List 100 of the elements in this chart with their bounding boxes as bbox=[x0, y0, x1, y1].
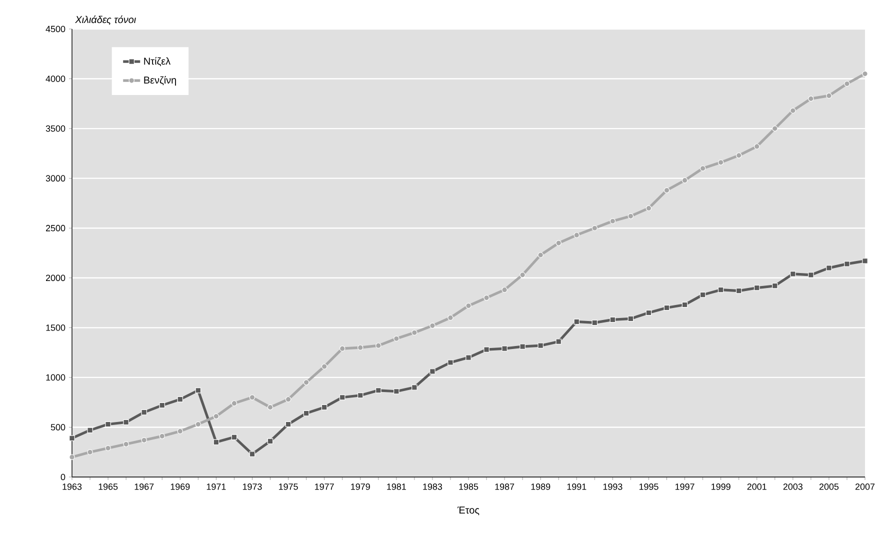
point bbox=[772, 126, 778, 132]
point bbox=[718, 160, 724, 166]
y-tick-label: 3000 bbox=[46, 175, 66, 182]
x-tick-label: 1965 bbox=[98, 484, 118, 490]
point bbox=[285, 421, 292, 428]
x-tick-label: 1969 bbox=[170, 484, 190, 490]
point bbox=[664, 187, 670, 194]
point bbox=[141, 409, 147, 416]
point bbox=[159, 433, 166, 440]
point bbox=[303, 380, 310, 386]
point bbox=[213, 413, 220, 420]
point bbox=[736, 152, 742, 158]
point bbox=[736, 288, 742, 294]
legend-label: Ντίζελ bbox=[144, 57, 170, 66]
x-tick-label: 1999 bbox=[712, 484, 730, 490]
point bbox=[339, 346, 346, 352]
point bbox=[520, 272, 526, 278]
x-tick-label: 1991 bbox=[567, 484, 586, 490]
y-tick-label: 4000 bbox=[46, 76, 66, 82]
x-tick-label: 1985 bbox=[459, 484, 478, 490]
point bbox=[177, 396, 184, 402]
point bbox=[502, 286, 508, 293]
point bbox=[123, 441, 129, 448]
x-tick-label: 1963 bbox=[62, 484, 82, 490]
point bbox=[484, 346, 490, 352]
point bbox=[448, 360, 454, 366]
point bbox=[231, 400, 238, 406]
y-tick-label: 2500 bbox=[46, 224, 66, 232]
point bbox=[87, 427, 93, 434]
point bbox=[538, 252, 544, 258]
point bbox=[718, 286, 724, 293]
x-tick-label: 1973 bbox=[242, 484, 262, 490]
point bbox=[412, 384, 418, 390]
x-tick-label: 2003 bbox=[783, 484, 802, 490]
point bbox=[177, 428, 184, 434]
point bbox=[321, 404, 328, 410]
y-tick-label: 4500 bbox=[46, 26, 66, 32]
point bbox=[826, 92, 832, 99]
point bbox=[538, 342, 544, 348]
x-axis-title: Έτος bbox=[457, 506, 480, 516]
point bbox=[826, 265, 832, 271]
point bbox=[754, 144, 760, 150]
x-tick-label: 2001 bbox=[747, 484, 766, 490]
point bbox=[700, 292, 706, 298]
point bbox=[484, 294, 490, 301]
y-tick-label: 1500 bbox=[46, 324, 66, 331]
x-tick-label: 1981 bbox=[387, 484, 406, 490]
point bbox=[321, 364, 328, 370]
point bbox=[556, 338, 562, 344]
point bbox=[808, 272, 814, 278]
point bbox=[357, 392, 364, 398]
point bbox=[285, 396, 292, 402]
point bbox=[520, 344, 526, 350]
legend-label: Βενζίνη bbox=[144, 76, 176, 86]
point bbox=[664, 304, 670, 311]
point bbox=[123, 419, 129, 426]
point bbox=[790, 271, 796, 277]
point bbox=[862, 70, 868, 77]
point bbox=[592, 320, 598, 326]
point bbox=[646, 310, 652, 316]
y-tick-label: 0 bbox=[60, 474, 66, 480]
point bbox=[394, 388, 400, 394]
y-tick-label: 2000 bbox=[46, 274, 66, 282]
point bbox=[430, 368, 436, 374]
point bbox=[87, 449, 93, 456]
x-tick-label: 1967 bbox=[134, 484, 154, 490]
point bbox=[105, 421, 111, 428]
x-tick-label: 1975 bbox=[278, 484, 298, 490]
x-tick-label: 1983 bbox=[423, 484, 442, 490]
point bbox=[646, 205, 652, 212]
x-tick-label: 1993 bbox=[603, 484, 622, 490]
point bbox=[357, 344, 364, 350]
x-tick-label: 1997 bbox=[675, 484, 694, 490]
x-tick-label: 1987 bbox=[495, 484, 514, 490]
point bbox=[249, 451, 256, 457]
x-tick-label: 2007 bbox=[855, 484, 875, 490]
point bbox=[412, 330, 418, 336]
point bbox=[700, 165, 706, 172]
point bbox=[628, 316, 634, 322]
point bbox=[682, 177, 688, 184]
point bbox=[790, 108, 796, 114]
point bbox=[466, 302, 472, 309]
point bbox=[430, 322, 436, 329]
point bbox=[105, 445, 111, 452]
y-tick-label: 1000 bbox=[46, 374, 66, 381]
x-tick-label: 2005 bbox=[819, 484, 839, 490]
point bbox=[249, 394, 256, 400]
point bbox=[844, 80, 850, 87]
point bbox=[448, 314, 454, 321]
point bbox=[502, 346, 508, 352]
point bbox=[231, 434, 238, 440]
point bbox=[267, 404, 274, 410]
point bbox=[195, 387, 202, 394]
x-tick-label: 1995 bbox=[639, 484, 658, 490]
point bbox=[772, 282, 778, 289]
x-tick-label: 1971 bbox=[206, 484, 226, 490]
y-tick-label: 500 bbox=[50, 424, 66, 430]
point bbox=[574, 232, 580, 238]
x-tick-label: 1989 bbox=[531, 484, 550, 490]
point bbox=[682, 302, 688, 308]
